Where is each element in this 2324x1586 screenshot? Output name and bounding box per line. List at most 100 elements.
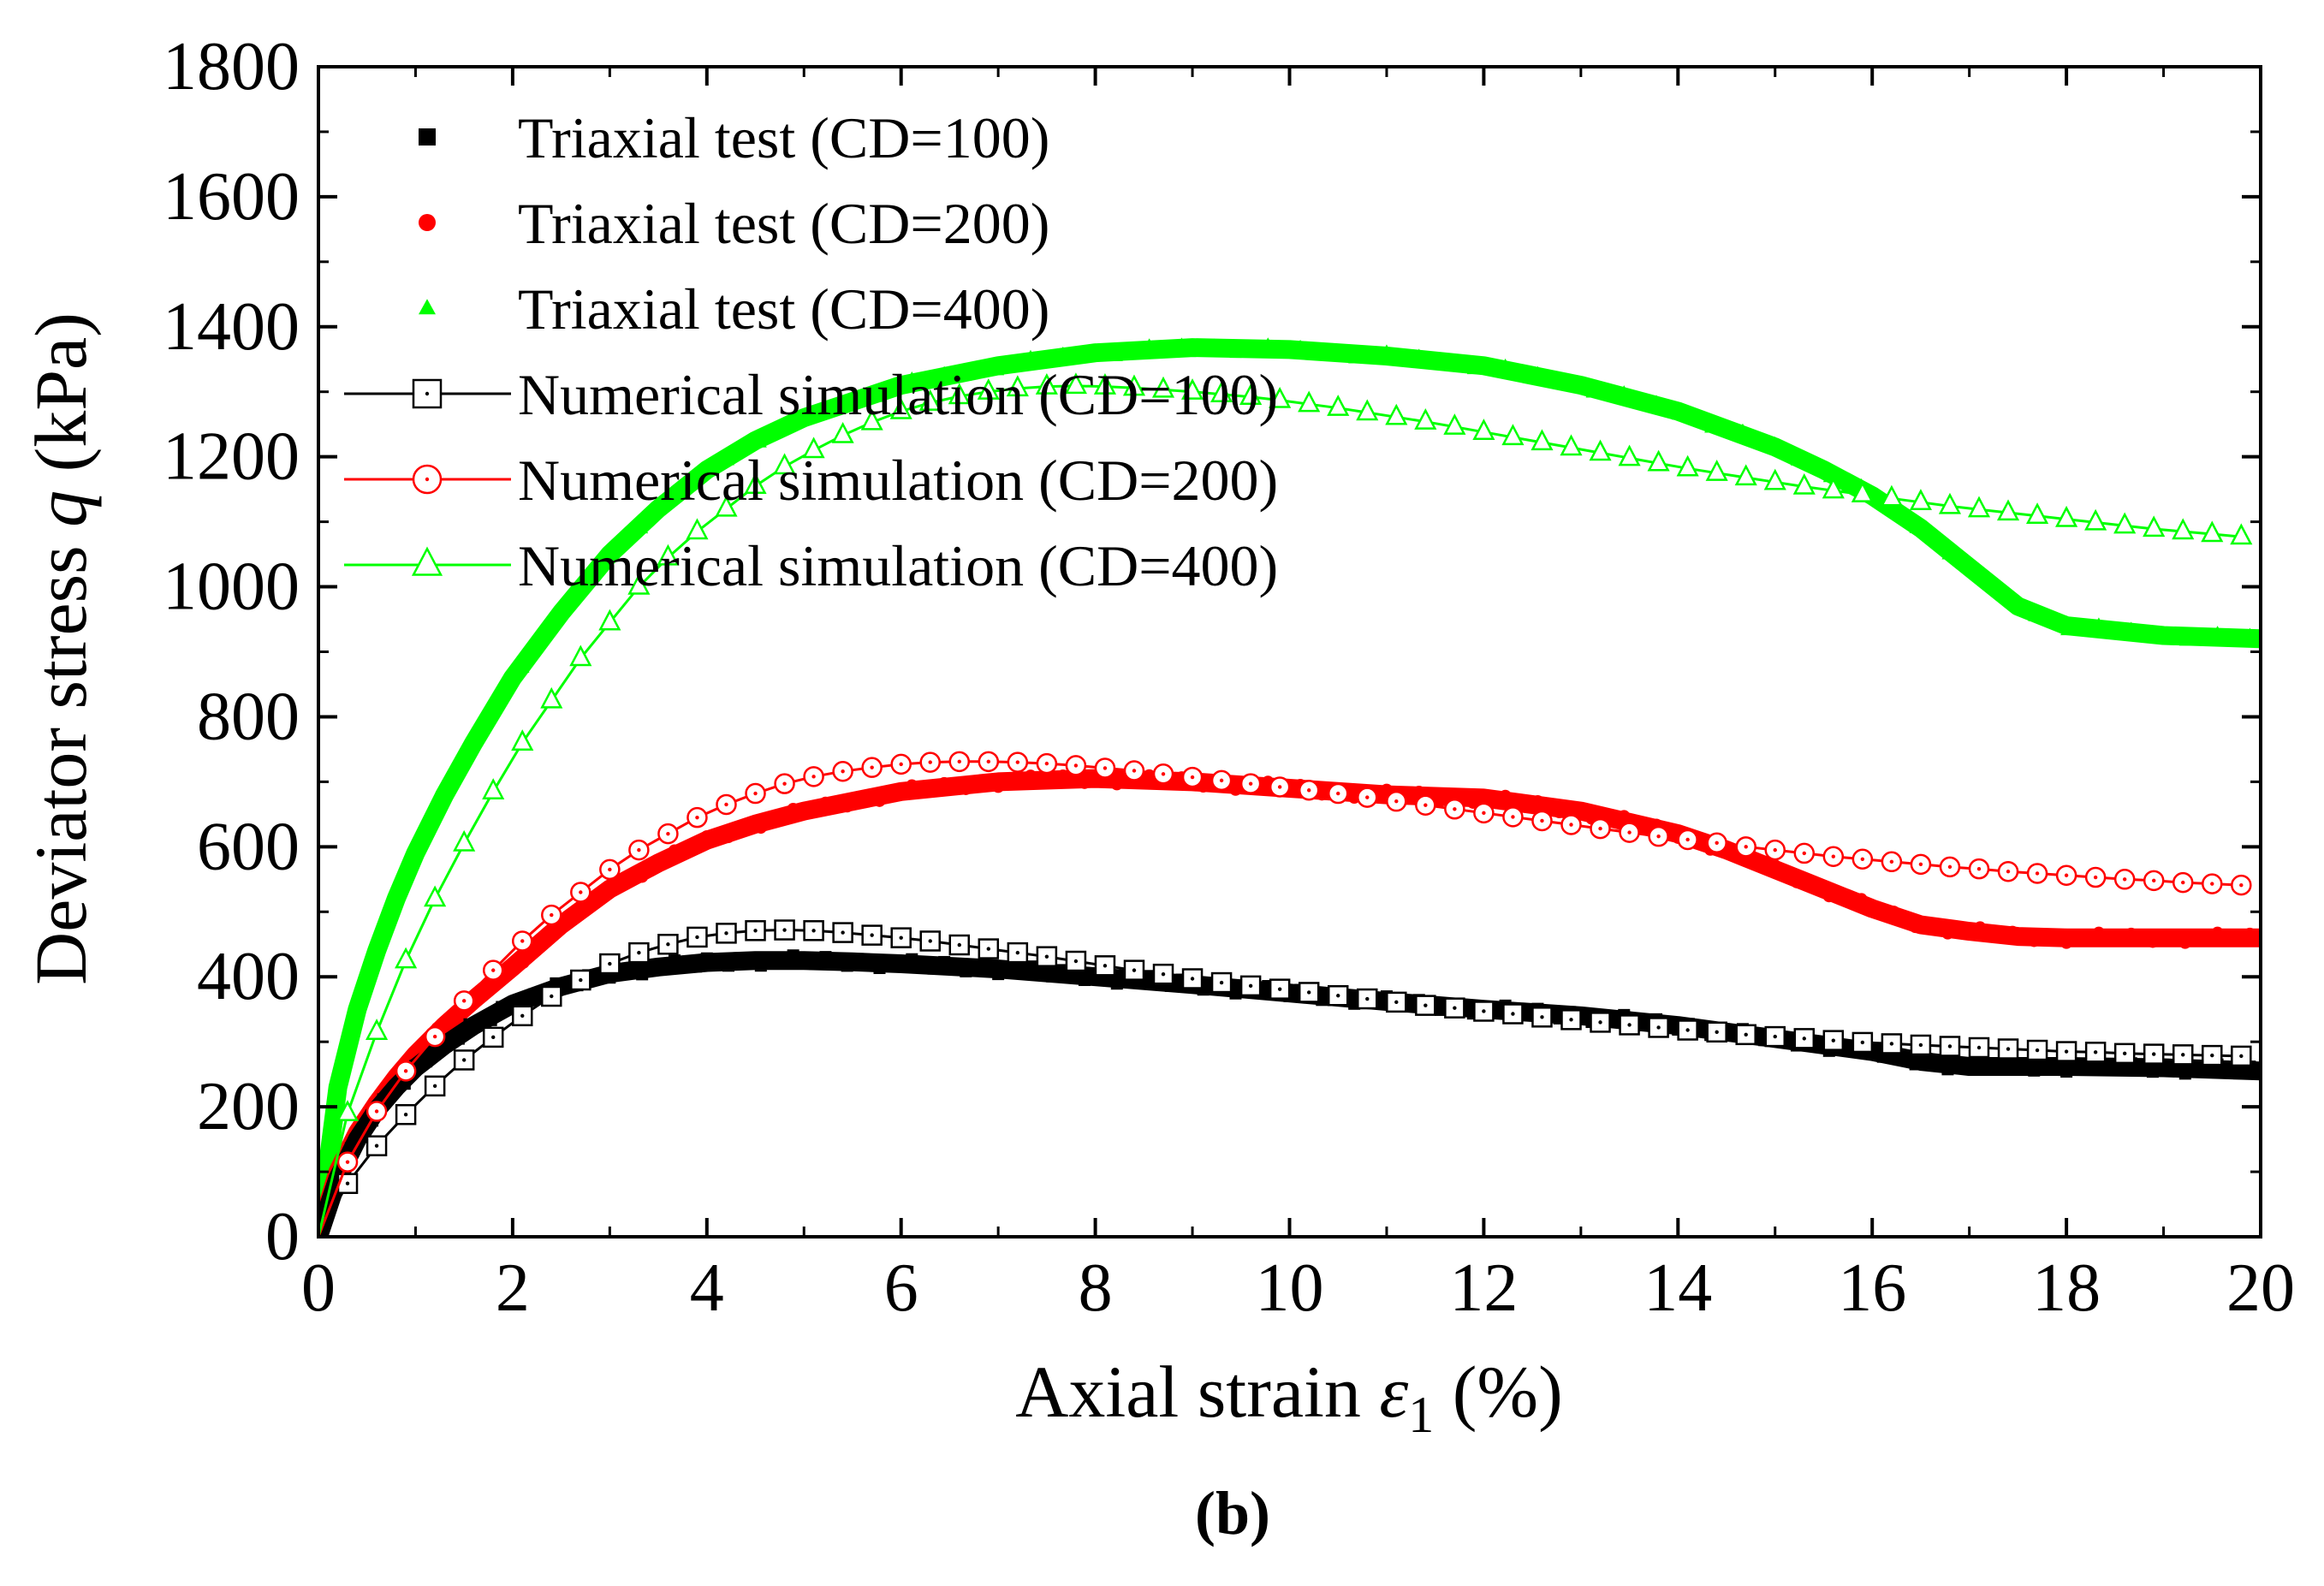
data-point	[2049, 615, 2062, 627]
data-point	[1240, 340, 1253, 351]
data-point	[773, 453, 796, 475]
data-point	[873, 962, 886, 975]
data-point	[1412, 786, 1425, 799]
data-point	[484, 711, 497, 722]
data-point	[1531, 429, 1554, 451]
data-point	[1747, 853, 1760, 866]
data-point	[1013, 966, 1026, 979]
data-point	[603, 551, 616, 563]
data-point	[2103, 1060, 2116, 1072]
data-point-dot	[1044, 954, 1049, 959]
data-point	[1337, 347, 1350, 359]
data-point	[1618, 810, 1631, 823]
data-point	[1229, 347, 1242, 359]
data-point	[550, 608, 562, 620]
data-point	[1229, 783, 1242, 796]
data-point	[1239, 383, 1263, 405]
data-point	[1006, 375, 1029, 397]
data-point	[1110, 350, 1123, 361]
data-point	[2230, 523, 2253, 545]
data-point-dot	[1976, 866, 1982, 871]
data-point	[1358, 346, 1371, 357]
data-point-dot	[2152, 1052, 2156, 1056]
data-point-dot	[782, 928, 787, 932]
data-point	[1574, 805, 1587, 818]
data-point	[977, 378, 1000, 400]
data-point	[657, 934, 679, 955]
data-point-dot	[2181, 1053, 2185, 1057]
data-point	[776, 423, 789, 435]
data-point	[916, 782, 929, 795]
data-point-dot	[1715, 841, 1719, 845]
data-point	[474, 1016, 487, 1029]
data-point	[506, 672, 519, 684]
plot-area	[318, 337, 2261, 1237]
data-point-dot	[811, 775, 816, 779]
data-point	[754, 822, 767, 835]
data-point	[981, 362, 994, 374]
data-point-dot	[1976, 1045, 1982, 1050]
data-point	[636, 968, 649, 981]
x-tick-label: 20	[2226, 1250, 2295, 1326]
x-axis-title-suffix: (%)	[1434, 1351, 1562, 1433]
data-point	[2049, 932, 2062, 945]
data-point-dot	[1627, 830, 1632, 835]
data-point	[1444, 997, 1465, 1019]
data-point	[2157, 626, 2170, 637]
data-point	[1851, 848, 1874, 870]
data-point-dot	[1773, 847, 1777, 852]
legend-label: Numerical simulation (CD=400)	[518, 533, 1278, 598]
data-point-dot	[579, 890, 583, 894]
data-point	[798, 804, 811, 817]
data-point	[1502, 1003, 1524, 1025]
data-point	[1132, 346, 1145, 357]
data-point	[1269, 978, 1291, 1000]
data-point	[1758, 439, 1771, 451]
data-point-dot	[1656, 1025, 1661, 1030]
data-point	[787, 411, 799, 423]
data-point	[1002, 773, 1015, 786]
data-point	[787, 802, 799, 815]
data-point	[1067, 348, 1080, 360]
data-point	[1415, 794, 1436, 816]
data-point-dot	[1831, 854, 1836, 858]
data-point-dot	[1627, 1023, 1632, 1027]
data-point	[1386, 790, 1407, 812]
data-point	[2200, 633, 2213, 644]
data-point	[625, 528, 638, 540]
data-point	[569, 644, 592, 667]
data-point	[1386, 991, 1407, 1013]
x-tick-label: 0	[301, 1250, 336, 1326]
data-point	[431, 798, 443, 810]
data-point	[1693, 413, 1706, 425]
x-tick-label: 10	[1256, 1250, 1324, 1326]
data-point	[798, 410, 811, 421]
legend-entry: Triaxial test (CD=200)	[419, 191, 1049, 256]
data-point	[2026, 1039, 2048, 1061]
data-point	[927, 962, 940, 975]
data-point-dot	[782, 781, 787, 786]
data-point	[1348, 352, 1361, 364]
data-point	[1974, 1055, 1987, 1068]
data-point	[1564, 373, 1577, 385]
data-point	[686, 518, 709, 540]
data-point	[711, 456, 724, 468]
data-point-dot	[2035, 1048, 2040, 1053]
data-point	[511, 1005, 533, 1027]
data-point	[2060, 1066, 2073, 1078]
data-point-dot	[2152, 878, 2156, 883]
data-point	[1589, 439, 1612, 461]
data-point-dot	[2006, 1047, 2011, 1051]
data-point	[1272, 342, 1285, 353]
data-point-dot	[2239, 1054, 2244, 1059]
data-point	[1706, 1021, 1727, 1043]
data-point	[1920, 1053, 1933, 1066]
series-numerical-simulation-cd-200-	[318, 751, 2252, 1237]
data-point-dot	[2064, 1049, 2069, 1054]
data-point	[2082, 934, 2095, 947]
data-point	[860, 408, 883, 431]
data-point	[1305, 344, 1317, 356]
data-point	[830, 955, 843, 968]
data-point	[918, 389, 942, 411]
data-point	[570, 969, 591, 991]
